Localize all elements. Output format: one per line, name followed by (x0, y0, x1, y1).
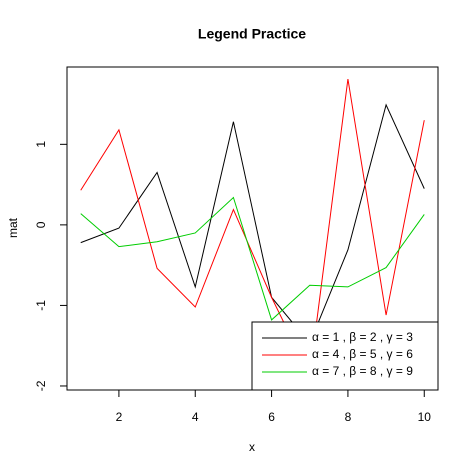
x-axis-label: x (249, 440, 255, 454)
series-line (80, 103, 425, 345)
chart-title: Legend Practice (198, 26, 306, 42)
series-line (80, 196, 425, 321)
x-tick-label: 4 (192, 410, 199, 424)
legend-label: α = 7 , β = 8 , γ = 9 (312, 364, 413, 378)
legend-box (251, 321, 439, 391)
y-axis-label: mat (6, 217, 20, 238)
legend-label: α = 4 , β = 5 , γ = 6 (312, 347, 413, 361)
legend-label: α = 1 , β = 2 , γ = 3 (312, 330, 413, 344)
x-tick-label: 8 (345, 410, 352, 424)
y-tick-label: 1 (34, 141, 48, 148)
y-tick-label: -1 (34, 300, 48, 311)
x-tick-label: 2 (116, 410, 123, 424)
y-tick-label: 0 (34, 221, 48, 228)
series-line (80, 79, 425, 378)
x-tick-label: 10 (418, 410, 432, 424)
y-tick-label: -2 (34, 380, 48, 391)
x-tick-label: 6 (268, 410, 275, 424)
